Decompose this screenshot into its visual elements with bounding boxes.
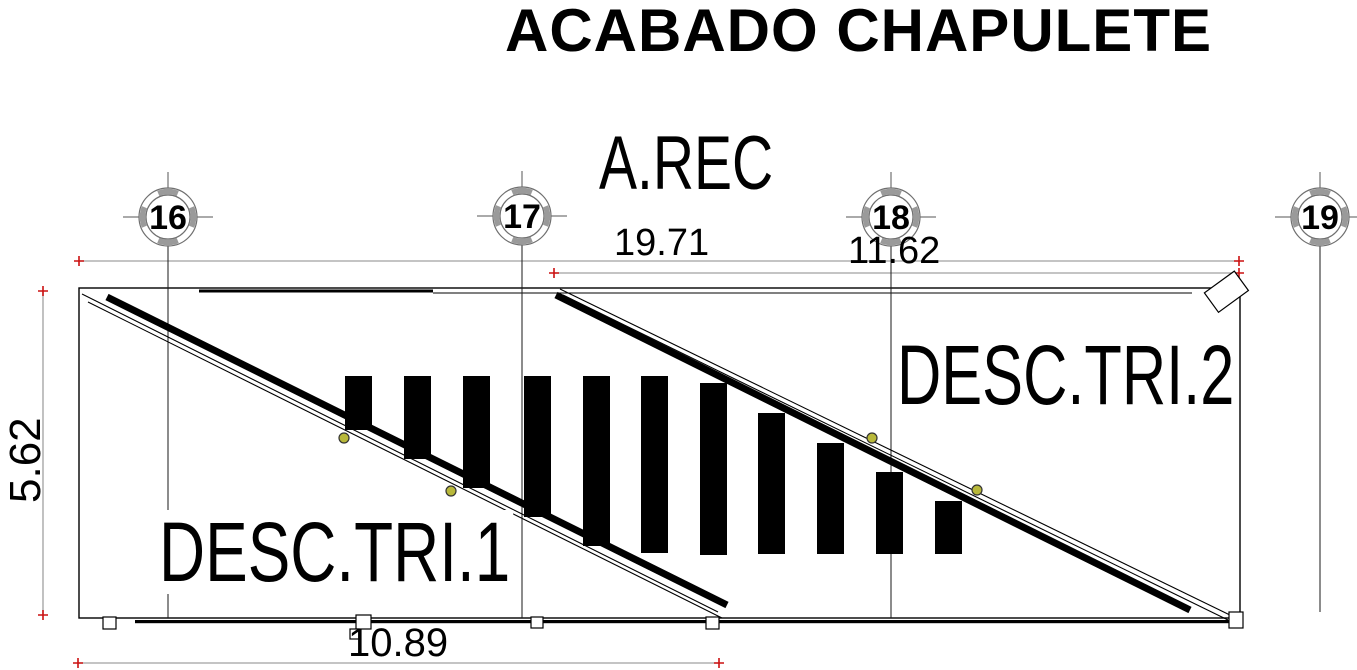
bubble-outer-circle [138, 187, 198, 247]
grid-bubble-17: 17 [477, 171, 567, 246]
bolt-icon [971, 484, 983, 496]
bottom-post-markers [102, 611, 1244, 640]
post-marker [102, 616, 117, 630]
dimension-right-span: 11.62 [848, 230, 941, 272]
bolt-icon [338, 432, 350, 444]
post-marker [349, 628, 360, 640]
bubble-outer-circle [492, 186, 552, 246]
descent-band-1 [81, 293, 729, 619]
grid-bubble-number: 19 [1301, 199, 1339, 237]
grid-bubble-number: 18 [872, 199, 910, 237]
bubble-inner-circle [1297, 194, 1343, 240]
bubble-inner-circle [499, 193, 545, 239]
bubble-ring-arcs [139, 188, 197, 246]
bubble-inner-circle [145, 194, 191, 240]
stair-hatch-bar [641, 376, 668, 553]
bubble-outer-circle [1290, 187, 1350, 247]
bubble-inner-circle [868, 194, 914, 240]
bottom-edge-heavy-line [135, 620, 1236, 624]
stringer-thick-line [105, 293, 729, 609]
area-label: A.REC [599, 121, 774, 206]
post-marker [530, 616, 544, 629]
descent-label-1: DESC.TRI.1 [156, 510, 514, 594]
dimension-bottom-span: 10.89 [348, 621, 449, 665]
stair-hatch-bar [817, 443, 844, 554]
grid-lines [167, 235, 1321, 618]
grid-bubble-18: 18 [846, 172, 936, 247]
corner-detail-diamond [1203, 270, 1250, 314]
stair-hatch-bar [700, 383, 727, 555]
stair-hatch-bar [935, 501, 962, 554]
grid-bubble-19: 19 [1275, 172, 1357, 247]
grid-bubble-number: 17 [503, 198, 541, 236]
stringer-thick-line [554, 291, 1192, 614]
bolt-icon [445, 485, 457, 497]
dimension-left-height: 5.62 [1, 417, 50, 503]
stringer-thin-line [87, 301, 723, 619]
stringer-thin-line [559, 288, 1235, 618]
descent-label-2: DESC.TRI.2 [897, 328, 1235, 422]
bubble-ring-arcs [862, 188, 920, 246]
bubble-ring-arcs [493, 187, 551, 245]
top-edge-heavy-segment [199, 289, 433, 293]
stringer-thin-line [562, 294, 1229, 621]
grid-bubble-number: 16 [149, 199, 187, 237]
grid-bubble-16: 16 [123, 172, 213, 247]
post-marker [355, 614, 372, 630]
stair-hatch-bar [876, 472, 903, 554]
stringer-thin-line [81, 293, 719, 613]
plan-outline [78, 287, 1241, 619]
bolt-icon [866, 432, 878, 444]
descent-band-2 [554, 288, 1235, 621]
dimension-marker-crosses [38, 256, 1244, 668]
stair-hatch-bars [345, 376, 962, 555]
bolt-symbols [338, 432, 983, 497]
dimension-lines [42, 260, 1239, 664]
sheet-title: ACABADO CHAPULETE [505, 0, 1212, 64]
stair-hatch-bar [524, 376, 551, 517]
post-marker [1228, 611, 1244, 629]
bubble-ring-arcs [1291, 188, 1349, 246]
stair-hatch-bar [463, 376, 490, 488]
stair-hatch-bar [758, 413, 785, 554]
dimension-overall-width: 19.71 [614, 222, 710, 264]
bubble-outer-circle [861, 187, 921, 247]
stair-hatch-bar [583, 376, 610, 546]
post-marker [705, 616, 720, 630]
